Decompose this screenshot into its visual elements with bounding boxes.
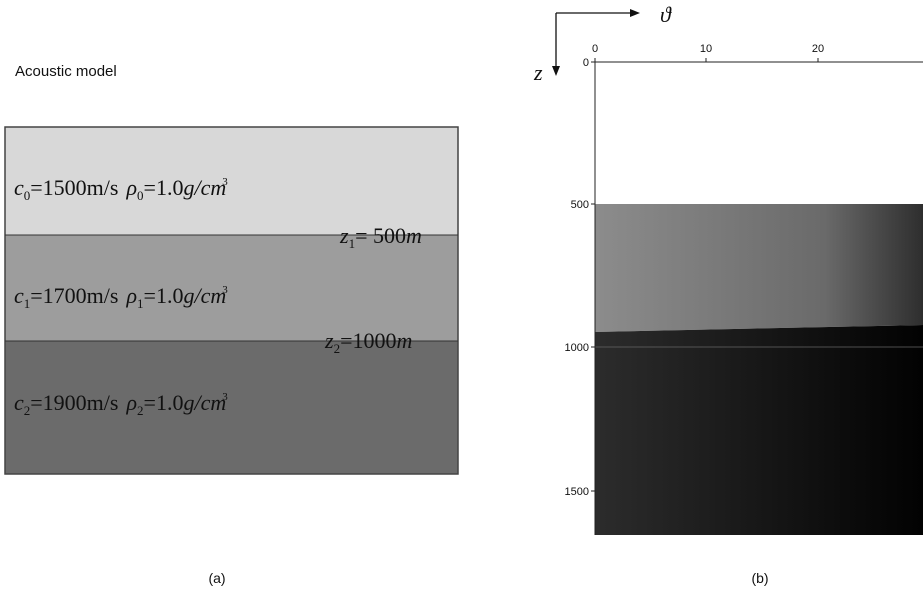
- layer-label: c0=1500m/s ρ0=1.0g/cm3: [14, 175, 228, 203]
- z-tick-label: 1000: [565, 342, 589, 354]
- unit: m: [406, 223, 422, 248]
- subscript: 0: [24, 188, 31, 203]
- layer-0: [5, 127, 458, 235]
- speed: =1500m/s: [30, 175, 118, 200]
- density: =1.0: [144, 390, 184, 415]
- unit: g/cm: [183, 283, 226, 308]
- z-tick-label: 500: [571, 199, 589, 211]
- model-frame: [4, 126, 459, 475]
- layer-label: c1=1700m/s ρ1=1.0g/cm3: [14, 283, 228, 311]
- value: =1000: [340, 328, 396, 353]
- rho: ρ: [125, 390, 137, 415]
- panel-a-title: Acoustic model: [15, 63, 117, 80]
- superscript: 3: [222, 284, 228, 296]
- x-tick-label: 20: [812, 43, 824, 55]
- subscript: 1: [24, 296, 31, 311]
- symbol: z: [339, 223, 349, 248]
- subscript: 1: [349, 236, 356, 251]
- layer-label: c2=1900m/s ρ2=1.0g/cm3: [14, 390, 228, 418]
- symbol: c: [14, 390, 24, 415]
- unit: g/cm: [183, 175, 226, 200]
- interface-label: z1= 500m: [339, 223, 422, 251]
- x-tick-label: 10: [700, 43, 712, 55]
- water-zone: [595, 62, 923, 204]
- z-tick-label: 1500: [565, 486, 589, 498]
- speed: =1700m/s: [30, 283, 118, 308]
- theta-label: ϑ: [660, 2, 672, 27]
- layer-1-image: [595, 204, 923, 332]
- superscript: 3: [222, 391, 228, 403]
- subscript: 2: [137, 403, 144, 418]
- subscript: 2: [24, 403, 31, 418]
- x-tick-label: 0: [592, 43, 598, 55]
- symbol: c: [14, 175, 24, 200]
- layer-1: [5, 235, 458, 341]
- superscript: 3: [222, 176, 228, 188]
- symbol: c: [14, 283, 24, 308]
- speed: =1900m/s: [30, 390, 118, 415]
- layer-2: [5, 341, 458, 474]
- subscript: 2: [334, 341, 341, 356]
- arrow-head: [630, 9, 640, 17]
- layer-2-image: [595, 325, 923, 535]
- arrow-head: [552, 66, 560, 76]
- subscript: 0: [137, 188, 144, 203]
- unit: m: [396, 328, 412, 353]
- density: =1.0: [144, 283, 184, 308]
- caption-a: (a): [208, 570, 225, 586]
- caption-b: (b): [751, 570, 768, 586]
- z-tick-label: 0: [583, 57, 589, 69]
- value: = 500: [355, 223, 406, 248]
- density: =1.0: [144, 175, 184, 200]
- interface-label: z2=1000m: [324, 328, 412, 356]
- unit: g/cm: [183, 390, 226, 415]
- subscript: 1: [137, 296, 144, 311]
- rho: ρ: [125, 283, 137, 308]
- z-label: z: [533, 60, 543, 85]
- symbol: z: [324, 328, 334, 353]
- rho: ρ: [125, 175, 137, 200]
